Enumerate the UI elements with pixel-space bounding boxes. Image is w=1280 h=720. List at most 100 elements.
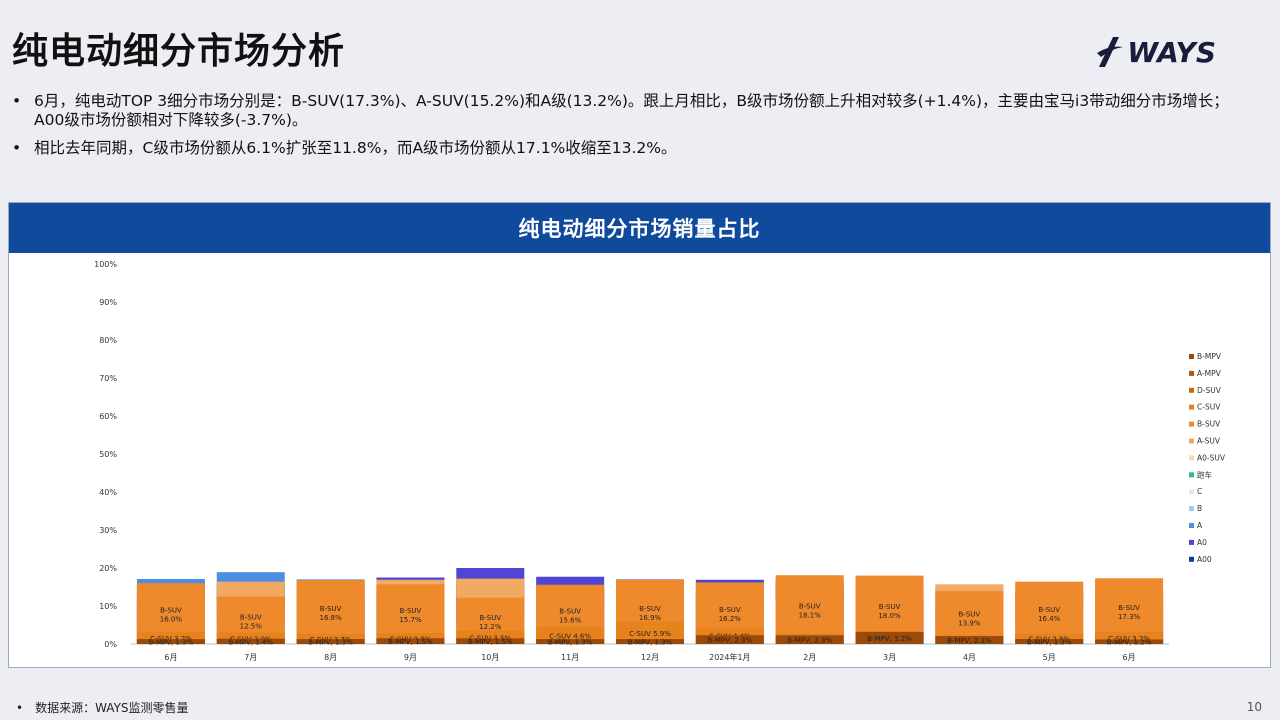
data-label: C-SUV 3.2% [1108,635,1150,643]
data-label-value: 12.2% [479,623,502,631]
data-label: C-SUV 4.6% [549,632,591,640]
bar-segment-c-suv [1015,633,1084,644]
legend-label-c-suv: C-SUV [1197,403,1221,412]
legend-swatch-a-mpv [1189,370,1194,376]
data-label-name: B-SUV [559,607,581,615]
data-label-value: 16.0% [160,616,183,624]
data-label-value: 18.0% [878,612,901,620]
data-label: B-MPV, 2.1% [947,637,992,645]
data-label-value: 13.9% [958,620,981,628]
data-label: B-MPV, 2.3% [787,637,832,645]
x-tick-label: 12月 [641,653,659,662]
y-tick-label: 40% [99,488,117,497]
bar-segment-b-suv [296,580,365,644]
legend-swatch-b-mpv [1189,354,1194,359]
bar-segment-b-suv [935,591,1004,644]
x-tick-label: 8月 [324,653,337,662]
ways-logo: WAYS [1095,34,1216,70]
footer-source-text: 数据来源：WAYS监测零售量 [35,701,189,715]
legend-swatch-a0 [1189,539,1194,545]
bar-segment-b-mpv [216,638,285,644]
data-label-value: 16.8% [319,614,342,622]
x-tick-label: 5月 [1043,653,1056,662]
x-tick-label: 4月 [963,653,976,662]
bar-segment-b-mpv [536,639,605,644]
stacked-bar-chart: 0%10%20%30%40%50%60%70%80%90%100%A00,11.… [94,260,1226,662]
bar-segment-b-mpv [855,631,924,644]
y-tick-label: 100% [94,260,117,269]
ways-logo-icon [1097,37,1124,67]
legend-swatch-d-suv [1189,387,1194,393]
bar-segment-b-mpv [456,638,525,644]
bar-segment-b-mpv [1095,639,1164,644]
legend-swatch-c-suv [1189,404,1194,410]
data-label-name: B-SUV [479,614,501,622]
chart-panel: 纯电动细分市场销量占比 0% 10% 20% 30% 40% 50% 60% 70% 80% 90… [8,202,1271,668]
legend-label-a0-suv: A0-SUV [1197,453,1226,462]
data-label-value: 16.2% [719,615,742,623]
footer-source: • 数据来源：WAYS监测零售量 [16,699,189,716]
legend-swatch-a00 [1189,556,1194,562]
data-label-name: B-SUV [320,605,342,613]
bar-segment-b-mpv [136,639,205,644]
y-tick-label: 90% [99,298,117,307]
y-tick-label: 0% [104,640,117,649]
data-label: B-MPV, 1.3% [1027,639,1072,647]
data-label: C-SUV 3.2% [150,635,192,643]
data-label-value: 16.9% [639,614,662,622]
legend-label-a: A [1197,521,1203,530]
data-label: B-MPV, 1.2% [1107,639,1152,647]
summary-bullet-2: 相比去年同期，C级市场份额从6.1%扩张至11.8%，而A级市场份额从17.1%… [10,139,1250,158]
data-label-name: B-SUV [240,613,262,621]
legend-label-b-mpv: B-MPV [1197,352,1222,361]
bar-segment-b-mpv [695,635,764,644]
y-tick-label: 70% [99,374,117,383]
x-tick-label: 2024年1月 [709,652,750,662]
bar-segment-b-mpv [616,639,684,644]
data-label-name: B-SUV [160,607,182,615]
legend-label-a-mpv: A-MPV [1197,369,1222,378]
y-tick-label: 30% [99,526,117,535]
x-tick-label: 7月 [244,653,257,662]
data-label: B-MPV, 2.3% [708,637,753,645]
legend-swatch-a-suv [1189,438,1194,444]
bar-segment-c-suv [216,632,285,644]
data-label: B-MPV, 1.4% [228,638,273,646]
y-tick-label: 60% [99,412,117,421]
data-label: B-MPV, 1.3% [149,639,194,647]
legend-swatch-a0-suv [1189,455,1194,461]
data-label-value: 15.7% [399,616,422,624]
data-label-name: B-SUV [1038,606,1060,614]
footer-bullet-icon: • [16,701,24,715]
data-label-value: 18.1% [799,612,822,620]
legend-swatch-sports-car [1189,472,1194,478]
x-tick-label: 6月 [164,653,177,662]
page-number: 10 [1246,700,1262,714]
data-label-name: B-SUV [400,607,422,615]
x-tick-label: 11月 [561,653,579,662]
legend-label-a00: A00 [1197,555,1212,564]
bar-segment-b-mpv [376,638,445,644]
chart-title: 纯电动细分市场销量占比 [9,203,1270,253]
legend-label-a-suv: A-SUV [1197,437,1221,446]
bar-segment-b-mpv [296,639,365,644]
x-tick-label: 3月 [883,653,896,662]
legend-swatch-a [1189,523,1194,528]
legend-label-b-suv: B-SUV [1197,420,1221,429]
legend-label-c: C [1197,487,1202,496]
data-label-value: 16.4% [1038,615,1061,623]
data-label-name: B-SUV [1118,604,1140,612]
data-label: B-MPV, 1.5% [388,638,433,646]
data-label-name: B-SUV [719,606,741,614]
y-tick-label: 10% [99,602,117,611]
logo-text: WAYS [1127,35,1216,69]
legend-label-sports-car: 跑车 [1197,469,1213,479]
bar-segment-b-mpv [935,636,1004,644]
x-tick-label: 2月 [803,653,816,662]
bar-segment-c-suv [296,633,365,644]
bar-segment-b-suv [775,575,844,644]
legend-swatch-c [1189,489,1194,495]
bar-segment-c-suv [616,621,684,644]
y-tick-label: 20% [99,564,117,573]
page-title: 纯电动细分市场分析 [12,31,346,72]
